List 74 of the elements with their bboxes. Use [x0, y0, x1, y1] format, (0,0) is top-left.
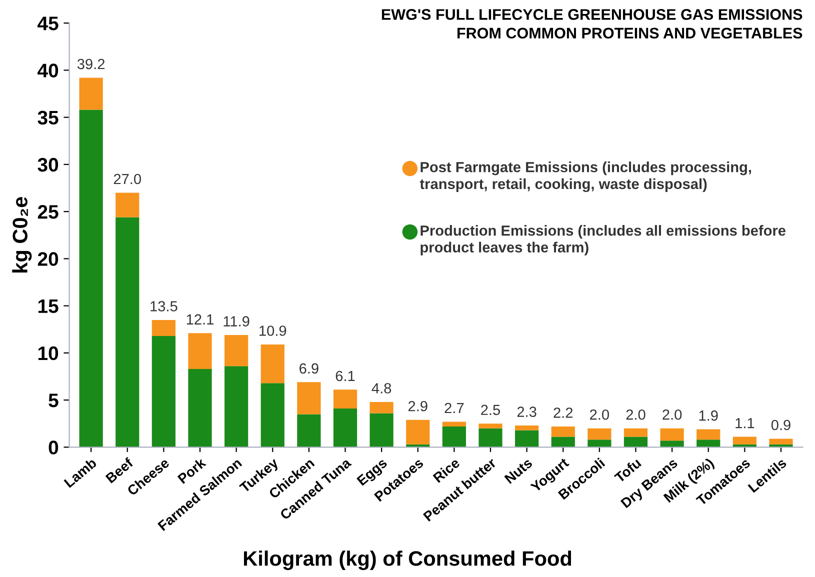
bar [188, 368, 212, 448]
y-tick-label: 45 [38, 16, 58, 30]
y-tick-label: 0 [48, 440, 58, 454]
bar [406, 420, 430, 444]
bar [732, 436, 756, 444]
bar [79, 110, 103, 448]
total-label: 2.7 [444, 402, 464, 414]
bar [297, 382, 321, 414]
total-label: 2.9 [408, 400, 428, 412]
y-tick-label: 30 [38, 158, 58, 172]
bar [624, 428, 648, 437]
total-label: 1.9 [699, 410, 718, 421]
y-tick-label: 5 [48, 394, 58, 408]
chart-title: EWG'S FULL LIFECYCLE GREENHOUSE GAS EMISSIONS FROM COMMON PROTEINS AND VEGETABLES [382, 9, 802, 39]
total-label: 4.8 [372, 383, 392, 394]
y-tick-label: 10 [38, 346, 58, 360]
y-tick-label: 25 [38, 205, 58, 219]
total-label: 39.2 [77, 58, 105, 70]
bar [624, 436, 648, 448]
bar [442, 426, 466, 448]
total-label: 0.9 [771, 420, 790, 430]
bar [515, 430, 539, 448]
bar [588, 428, 612, 440]
legend-label: Post Farmgate Emissions (includes processing, transport, retail, cooking, waste disposal) [420, 162, 752, 192]
bar [696, 440, 720, 448]
total-label: 2.0 [662, 409, 682, 420]
bar [224, 366, 248, 448]
total-label: 2.3 [517, 406, 536, 417]
bar [370, 413, 394, 448]
bar [333, 390, 358, 409]
bar [588, 440, 612, 448]
bar [260, 344, 284, 384]
bar [370, 402, 394, 414]
total-label: 27.0 [114, 174, 141, 184]
bar [152, 320, 176, 336]
total-label: 10.9 [260, 326, 286, 336]
bar [116, 192, 140, 218]
total-label: 2.5 [481, 404, 500, 416]
x-tick-label: Rice [432, 457, 460, 483]
y-tick-label: 15 [38, 299, 58, 314]
total-label: 1.1 [736, 418, 754, 428]
y-tick-label: 20 [38, 252, 58, 266]
bar [551, 436, 575, 448]
bar [515, 426, 539, 430]
x-tick-label: Tofu [614, 457, 642, 484]
y-axis-title: kg C0₂e [12, 197, 32, 272]
bar [297, 414, 321, 448]
total-label: 13.5 [150, 301, 178, 312]
bar [260, 383, 284, 448]
bar [769, 438, 793, 444]
total-label: 2.0 [590, 409, 609, 420]
total-label: 12.1 [186, 314, 214, 324]
bar [333, 408, 358, 448]
bar [116, 217, 140, 448]
y-tick-label: 35 [38, 110, 58, 125]
legend-label: Production Emissions (includes all emissions before product leaves the farm) [420, 225, 786, 256]
bar [79, 78, 103, 110]
total-label: 2.0 [626, 409, 646, 420]
x-axis-title: Kilogram (kg) of Consumed Food [244, 550, 572, 570]
bar [660, 440, 684, 448]
bar [188, 333, 212, 369]
bar [478, 428, 502, 448]
bar [152, 336, 176, 448]
total-label: 6.9 [300, 363, 318, 374]
bar [442, 422, 466, 426]
y-tick-label: 40 [38, 64, 58, 78]
bar [224, 335, 248, 366]
total-label: 2.2 [554, 408, 573, 418]
bar [660, 428, 684, 441]
total-label: 6.1 [336, 370, 355, 382]
bar [478, 424, 502, 428]
bar [551, 426, 575, 437]
total-label: 11.9 [224, 316, 250, 326]
bar [696, 429, 720, 440]
